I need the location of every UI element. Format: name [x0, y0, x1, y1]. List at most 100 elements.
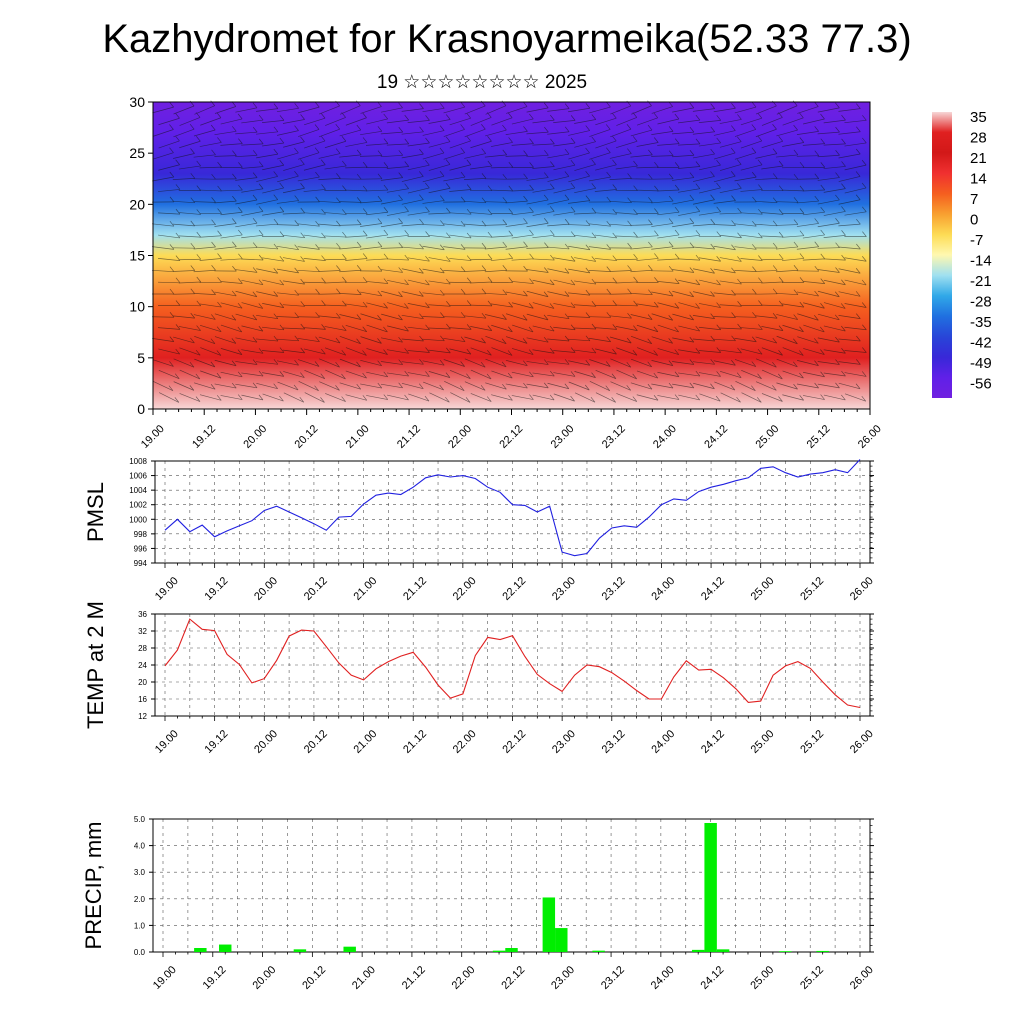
y-tick-label: 1006 [129, 472, 147, 481]
x-tick-label: 25.12 [798, 575, 826, 603]
x-tick-label: 26.00 [856, 423, 884, 451]
x-tick-label: 23.12 [600, 575, 628, 603]
precip-bar [592, 951, 604, 952]
x-tick-label: 22.12 [500, 575, 528, 603]
x-tick-label: 19.00 [153, 728, 181, 756]
x-tick-label: 25.12 [805, 423, 833, 451]
colorbar-label: 7 [970, 191, 978, 208]
y-tick-label: 12 [138, 712, 147, 721]
x-tick-label: 20.12 [302, 728, 330, 756]
x-tick-label: 24.12 [699, 575, 727, 603]
precip-bar [816, 951, 828, 952]
y-tick-label: 25 [129, 145, 145, 161]
x-tick-label: 25.00 [748, 964, 776, 992]
x-tick-label: 23.00 [549, 423, 577, 451]
y-tick-label: 5.0 [134, 815, 146, 824]
x-tick-label: 19.12 [203, 575, 231, 603]
x-tick-label: 20.12 [300, 964, 328, 992]
x-tick-label: 21.00 [351, 728, 379, 756]
colorbar-label: 28 [970, 130, 987, 147]
precip-bar [505, 948, 517, 952]
x-tick-label: 19.00 [151, 964, 179, 992]
x-tick-label: 19.00 [139, 423, 167, 451]
y-tick-label: 30 [129, 94, 145, 110]
x-tick-label: 23.12 [599, 964, 627, 992]
precip-bar [692, 950, 704, 952]
y-axis-title: PRECIP, mm [81, 822, 106, 950]
series-line [165, 460, 860, 556]
x-tick-label: 22.00 [451, 575, 479, 603]
colorbar-label: 35 [970, 109, 987, 126]
x-tick-label: 19.12 [203, 728, 231, 756]
heatmap-field [153, 102, 870, 409]
x-tick-label: 24.00 [649, 964, 677, 992]
x-tick-label: 22.12 [497, 423, 525, 451]
colorbar-label: -28 [970, 294, 992, 311]
x-tick-label: 24.12 [699, 728, 727, 756]
y-tick-label: 24 [138, 661, 147, 670]
x-tick-label: 25.00 [749, 728, 777, 756]
colorbar-label: -35 [970, 314, 992, 331]
x-tick-label: 25.00 [753, 423, 781, 451]
precip-bar [194, 948, 206, 952]
precip-bar [717, 949, 729, 952]
x-tick-label: 25.00 [749, 575, 777, 603]
y-axis-title: PMSL [83, 482, 108, 542]
x-tick-label: 19.00 [153, 575, 181, 603]
colorbar-label: 21 [970, 150, 987, 167]
colorbar-label: -7 [970, 232, 983, 249]
x-tick-label: 24.12 [699, 964, 727, 992]
y-tick-label: 1000 [129, 515, 147, 524]
y-tick-label: 5 [137, 350, 145, 366]
x-tick-label: 26.00 [848, 728, 876, 756]
x-tick-label: 22.00 [451, 728, 479, 756]
y-tick-label: 4.0 [134, 842, 146, 851]
y-tick-label: 36 [138, 610, 147, 619]
colorbar-label: -49 [970, 355, 992, 372]
x-tick-label: 20.12 [302, 575, 330, 603]
x-tick-label: 23.00 [550, 575, 578, 603]
y-tick-label: 10 [129, 299, 145, 315]
x-tick-label: 24.00 [649, 728, 677, 756]
x-tick-label: 21.12 [401, 575, 429, 603]
y-tick-label: 20 [129, 196, 145, 212]
x-tick-label: 23.12 [600, 423, 628, 451]
x-tick-label: 20.00 [252, 728, 280, 756]
x-tick-label: 22.00 [450, 964, 478, 992]
precip-bar [779, 951, 791, 952]
x-tick-label: 19.12 [190, 423, 218, 451]
y-tick-label: 1002 [129, 501, 147, 510]
y-tick-label: 1.0 [134, 921, 146, 930]
precip-bar [493, 951, 505, 952]
colorbar-label: 14 [970, 171, 987, 188]
y-tick-label: 0 [137, 401, 145, 417]
x-tick-label: 20.00 [252, 575, 280, 603]
y-tick-label: 1004 [129, 486, 147, 495]
x-tick-label: 23.12 [600, 728, 628, 756]
x-tick-label: 24.12 [702, 423, 730, 451]
precip-bar [704, 823, 716, 952]
colorbar-label: 0 [970, 212, 978, 229]
colorbar-label: -21 [970, 273, 992, 290]
x-tick-label: 24.00 [651, 423, 679, 451]
x-tick-label: 21.12 [395, 423, 423, 451]
precip-bar [543, 897, 555, 952]
colorbar [932, 112, 952, 398]
precip-bar [343, 947, 355, 952]
precip-bar [294, 949, 306, 952]
y-tick-label: 16 [138, 695, 147, 704]
y-tick-label: 28 [138, 644, 147, 653]
x-tick-label: 20.00 [250, 964, 278, 992]
x-tick-label: 21.12 [400, 964, 428, 992]
x-tick-label: 20.12 [293, 423, 321, 451]
y-tick-label: 994 [134, 559, 148, 568]
x-tick-label: 24.00 [649, 575, 677, 603]
x-tick-label: 22.12 [499, 964, 527, 992]
x-tick-label: 25.12 [798, 964, 826, 992]
y-tick-label: 996 [134, 544, 148, 553]
colorbar-label: -56 [970, 376, 992, 393]
x-tick-label: 23.00 [549, 964, 577, 992]
x-tick-label: 26.00 [848, 964, 876, 992]
